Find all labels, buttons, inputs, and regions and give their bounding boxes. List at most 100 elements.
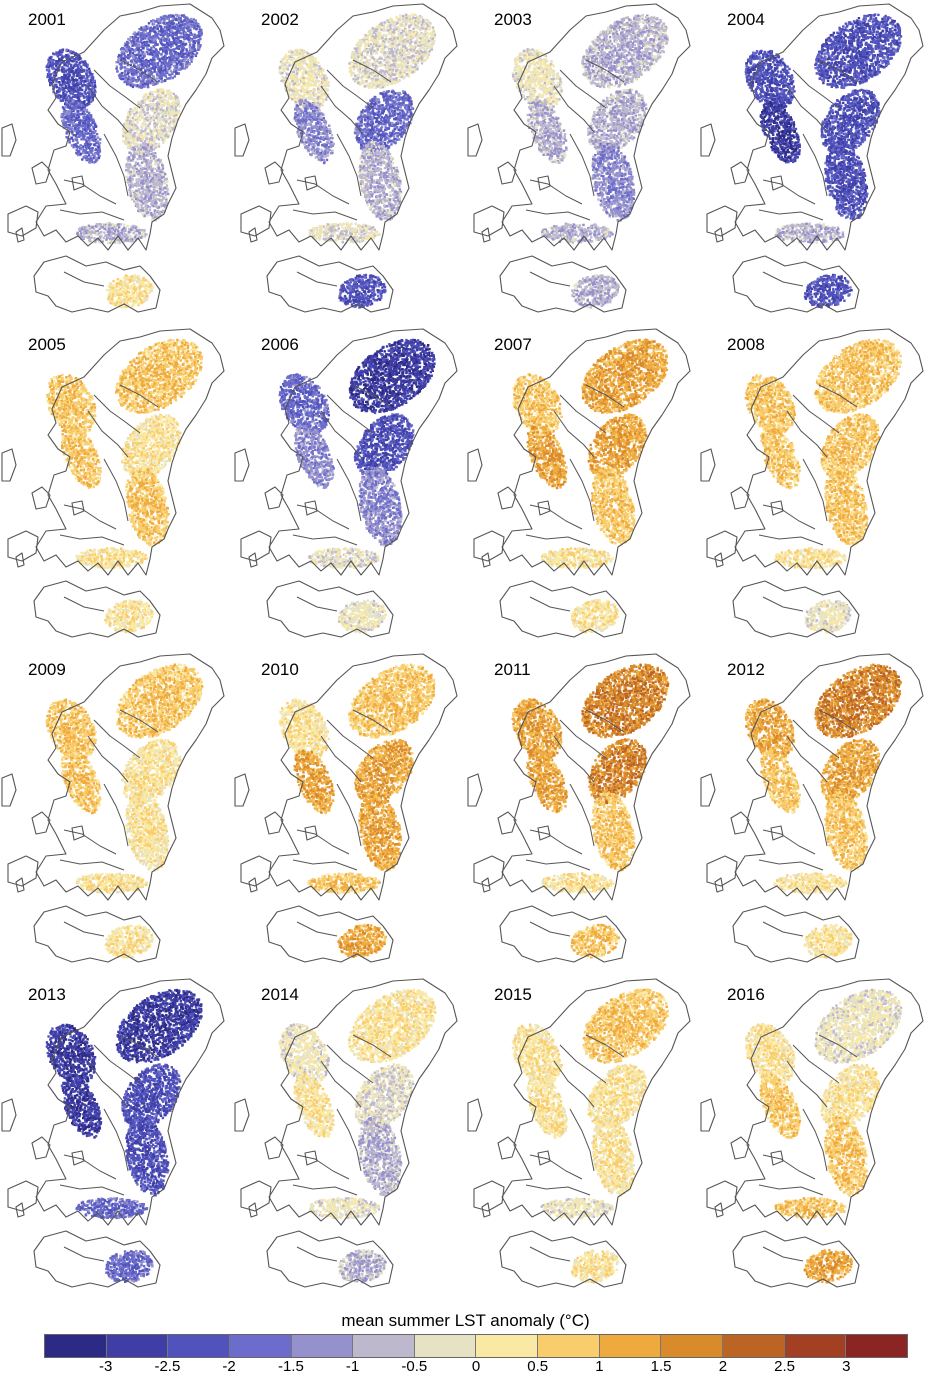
anomaly-region-ss [104,600,154,634]
anomaly-map [0,0,232,325]
anomaly-region-ss [571,274,620,309]
coastline [468,654,690,962]
anomaly-map [466,0,698,325]
year-label: 2013 [28,985,66,1005]
colorbar-tick-label: 0.5 [527,1358,548,1376]
anomaly-region-sl [75,1197,148,1219]
anomaly-region-ne [581,14,669,88]
colorbar-swatch [785,1335,847,1357]
anomaly-region-se [358,791,402,872]
colorbar-swatch [476,1335,538,1357]
anomaly-region-ne [116,664,203,739]
anomaly-region-ss [338,600,387,634]
year-label: 2012 [727,660,765,680]
anomaly-region-wc [527,99,568,164]
anomaly-region-sl [307,872,381,894]
anomaly-region-ne [814,989,902,1064]
anomaly-region-wc [527,1075,568,1139]
anomaly-region-ne [349,339,436,414]
anomaly-region-se [591,466,636,545]
anomaly-region-ec [354,90,414,155]
anomaly-region-wc [760,424,801,489]
map-panel-2012: 2012 [699,650,931,975]
anomaly-region-sl [309,222,381,244]
anomaly-map [233,975,465,1300]
colorbar-tick-label: 2.5 [774,1358,795,1376]
colorbar-swatch [661,1335,723,1357]
map-panel-2004: 2004 [699,0,931,325]
anomaly-region-ne [348,989,436,1063]
anomaly-region-ec [587,1064,647,1129]
anomaly-map [699,650,931,975]
map-panel-2014: 2014 [233,975,465,1300]
anomaly-map [699,975,931,1300]
anomaly-region-ne [115,14,202,89]
colorbar-swatch [45,1335,107,1357]
anomaly-region-ne [348,664,435,739]
colorbar-tick-label: -2.5 [154,1358,180,1376]
anomaly-region-se [125,466,169,546]
anomaly-map [0,975,232,1300]
anomaly-region-se [592,142,636,222]
anomaly-region-sl [775,1197,847,1219]
year-label: 2004 [727,10,765,30]
year-label: 2001 [28,10,66,30]
colorbar-tick-label: -1.5 [278,1358,304,1376]
anomaly-region-ec [820,738,880,803]
anomaly-region-ne [115,339,203,414]
anomaly-region-ss [803,924,853,959]
anomaly-region-wc [526,748,568,813]
year-label: 2016 [727,985,765,1005]
anomaly-region-ss [804,274,853,309]
map-panel-2002: 2002 [233,0,465,325]
anomaly-region-ec [122,88,182,154]
anomaly-region-ec [821,89,881,154]
anomaly-region-ne [814,13,902,88]
year-label: 2003 [494,10,532,30]
colorbar-tick-label: -0.5 [401,1358,427,1376]
anomaly-region-sl [541,1197,615,1219]
anomaly-region-ec [121,413,181,478]
anomaly-region-ss [571,1250,619,1284]
anomaly-region-ec [587,89,647,154]
anomaly-region-ec [820,413,880,479]
year-label: 2005 [28,335,66,355]
anomaly-region-ne [814,339,902,414]
colorbar-swatch [723,1335,785,1357]
anomaly-region-se [359,467,403,547]
anomaly-region-ss [805,599,852,633]
colorbar-tick-label: 1 [595,1358,603,1376]
anomaly-map [699,0,931,325]
anomaly-region-ec [121,738,181,803]
anomaly-region-ne [581,664,669,739]
anomaly-map [0,650,232,975]
anomaly-region-wc [760,1073,802,1138]
anomaly-region-sl [541,547,614,569]
colorbar-swatch [353,1335,415,1357]
anomaly-region-ne [116,989,203,1063]
anomaly-region-ec [588,413,648,479]
anomaly-region-ne [815,664,902,739]
anomaly-region-ec [354,1063,414,1129]
map-panel-2006: 2006 [233,325,465,650]
anomaly-region-sl [76,222,148,244]
year-label: 2007 [494,335,532,355]
anomaly-region-ss [338,274,386,309]
map-panel-2009: 2009 [0,650,232,975]
coastline [235,4,457,312]
colorbar-swatch [415,1335,477,1357]
anomaly-region-sl [76,873,148,894]
anomaly-map [233,0,465,325]
colorbar-swatch [538,1335,600,1357]
colorbar-tick-label: 0 [472,1358,480,1376]
anomaly-region-sl [775,547,847,569]
anomaly-region-se [358,141,402,221]
anomaly-region-wc [760,98,801,163]
map-panel-2007: 2007 [466,325,698,650]
anomaly-region-ne [583,988,669,1063]
year-label: 2015 [494,985,532,1005]
anomaly-region-se [125,1116,169,1197]
colorbar-tick-label: 2 [719,1358,727,1376]
anomaly-map [466,650,698,975]
map-panel-2015: 2015 [466,975,698,1300]
